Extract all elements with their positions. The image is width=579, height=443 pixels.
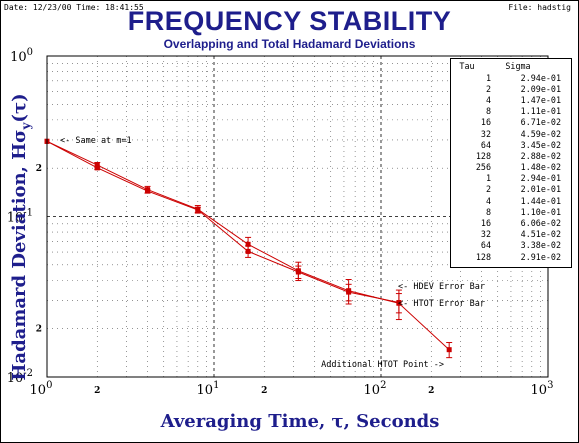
file-name: File: hadstig <box>508 3 571 12</box>
legend-row: 128 2.88e-02 <box>451 150 571 161</box>
legend-sigma-value: 6.71e-02 <box>520 117 561 128</box>
legend-tau-value: 2 <box>485 83 491 94</box>
x-tick-label: 103 <box>531 380 554 398</box>
legend-row: 8 1.10e-01 <box>451 206 571 217</box>
legend-sigma-value: 3.45e-02 <box>520 139 561 150</box>
date-time-stamp: Date: 12/23/00 Time: 18:41:55 <box>4 3 144 12</box>
legend-sigma-value: 1.11e-01 <box>520 106 561 117</box>
x-tick-label: 101 <box>197 380 220 398</box>
legend-tau-value: 32 <box>480 128 491 139</box>
x-axis-label: Averaging Time, τ, Seconds <box>160 411 440 432</box>
data-point <box>94 162 100 168</box>
legend-row: 4 1.47e-01 <box>451 94 571 105</box>
legend-tau-value: 1 <box>485 72 491 83</box>
legend-sigma-value: 1.48e-02 <box>520 162 561 173</box>
annotation-text: Additional HTOT Point -> <box>321 360 444 370</box>
legend-row: 128 2.91e-02 <box>451 251 571 262</box>
legend-tau-value: 256 <box>475 162 491 173</box>
legend-row: 1 2.94e-01 <box>451 173 571 184</box>
legend-tau-value: 128 <box>475 251 491 262</box>
legend-row: 32 4.59e-02 <box>451 128 571 139</box>
legend-header-tau: Tau <box>459 60 475 71</box>
tick-labels: 100 101 102 103 100 10-1 10-2 2 2 2 2 2 <box>7 47 554 398</box>
legend-sigma-value: 4.51e-02 <box>520 229 561 240</box>
legend-sigma-value: 4.59e-02 <box>520 128 561 139</box>
legend-row: 64 3.38e-02 <box>451 240 571 251</box>
data-point <box>94 165 100 171</box>
annotation-text: <- HTOT Error Bar <box>398 299 485 309</box>
legend-row: 32 4.51e-02 <box>451 229 571 240</box>
data-point <box>195 207 201 213</box>
chart-title: FREQUENCY STABILITY <box>127 6 452 36</box>
data-point <box>245 248 251 254</box>
legend-sigma-value: 2.01e-01 <box>520 184 561 195</box>
y-tick-label: 10-1 <box>7 208 33 226</box>
series-line-2 <box>46 140 400 303</box>
legend-sigma-value: 2.09e-01 <box>520 83 561 94</box>
legend-row: 8 1.11e-01 <box>451 106 571 117</box>
legend-tau-value: 8 <box>485 106 491 117</box>
legend-row: 256 1.48e-02 <box>451 162 571 173</box>
legend-sigma-value: 1.44e-01 <box>520 195 561 206</box>
data-point <box>145 188 151 194</box>
data-point <box>446 347 452 353</box>
series <box>44 138 453 359</box>
legend-row: 1 2.94e-01 <box>451 72 571 83</box>
y-minor-tick-label: 2 <box>36 164 42 174</box>
data-point <box>295 269 301 275</box>
legend-row: 16 6.71e-02 <box>451 117 571 128</box>
legend-tau-value: 16 <box>480 117 491 128</box>
legend-sigma-value: 1.10e-01 <box>520 206 561 217</box>
legend-sigma-value: 1.47e-01 <box>520 94 561 105</box>
legend-sigma-value: 2.94e-01 <box>520 173 561 184</box>
legend-tau-value: 32 <box>480 229 491 240</box>
legend-sigma-value: 2.88e-02 <box>520 150 561 161</box>
legend-tau-value: 2 <box>485 184 491 195</box>
legend-sigma-value: 2.94e-01 <box>520 72 561 83</box>
data-point <box>346 289 352 295</box>
y-axis-label: Hadamard Deviation, Hσy(τ) <box>9 93 33 381</box>
data-point <box>245 241 251 247</box>
chart-subtitle: Overlapping and Total Hadamard Deviation… <box>163 37 416 51</box>
legend-tau-value: 64 <box>480 139 491 150</box>
legend-row: 4 1.44e-01 <box>451 195 571 206</box>
annotation-text: <- Same at m=1 <box>60 136 132 146</box>
y-tick-label: 10-2 <box>7 368 33 386</box>
legend-tau-value: 4 <box>485 94 491 105</box>
legend-row: 2 2.09e-01 <box>451 83 571 94</box>
x-tick-label: 102 <box>364 380 387 398</box>
x-minor-tick-label: 2 <box>428 386 434 396</box>
y-tick-label: 100 <box>10 47 33 65</box>
legend-header-sigma: Sigma <box>505 60 531 71</box>
x-minor-tick-label: 2 <box>261 386 267 396</box>
legend-sigma-value: 3.38e-02 <box>520 240 561 251</box>
legend-tau-value: 4 <box>485 195 491 206</box>
legend-tau-value: 128 <box>475 150 491 161</box>
legend-tau-value: 1 <box>485 173 491 184</box>
data-point <box>396 300 402 306</box>
legend-tau-value: 64 <box>480 240 491 251</box>
legend-header-row: Tau Sigma <box>451 59 571 72</box>
legend-row: 2 2.01e-01 <box>451 184 571 195</box>
legend-row: 16 6.06e-02 <box>451 217 571 228</box>
x-tick-label: 100 <box>30 380 53 398</box>
legend-sigma-value: 2.91e-02 <box>520 251 561 262</box>
legend-tau-value: 16 <box>480 218 491 229</box>
annotation-text: <- HDEV Error Bar <box>398 282 485 292</box>
legend-tau-value: 8 <box>485 206 491 217</box>
legend-row: 64 3.45e-02 <box>451 139 571 150</box>
annotations: <- Same at m=1 <- HDEV Error Bar <- HTOT E… <box>60 136 485 370</box>
y-minor-tick-label: 2 <box>36 325 42 335</box>
data-legend-table: Tau Sigma 1 2.94e-01 2 2.09e-01 4 1.47e-01 8 1.… <box>450 58 572 268</box>
legend-sigma-value: 6.06e-02 <box>520 218 561 229</box>
legend-rows: 1 2.94e-01 2 2.09e-01 4 1.47e-01 8 1.11e-01 16 6.… <box>451 72 571 262</box>
x-minor-tick-label: 2 <box>94 386 100 396</box>
